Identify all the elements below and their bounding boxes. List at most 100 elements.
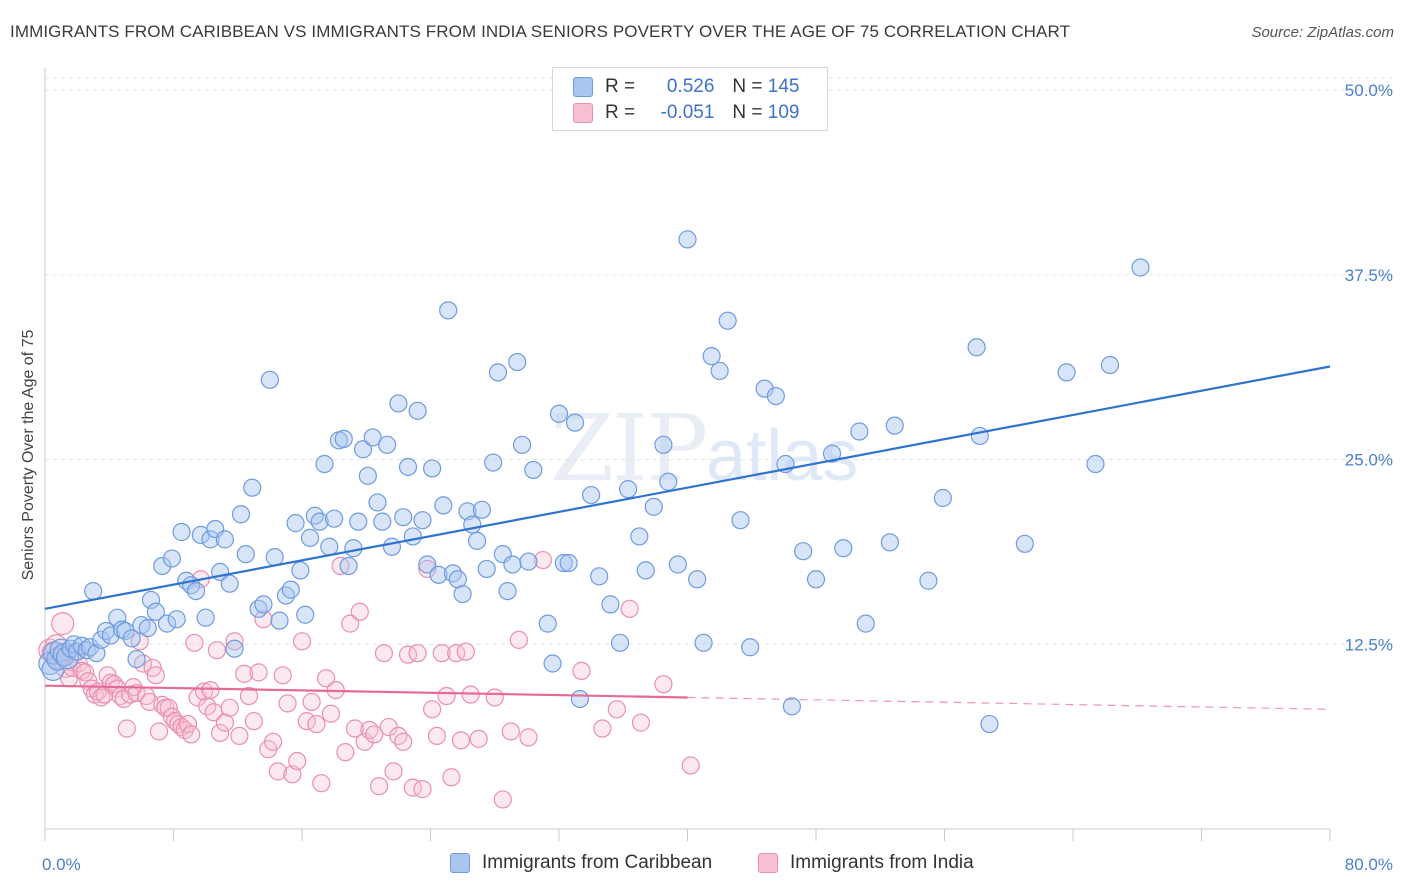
india-point bbox=[607, 700, 626, 719]
india-point bbox=[593, 719, 612, 738]
legend-swatch-india bbox=[573, 103, 593, 123]
caribbean-point bbox=[644, 497, 663, 516]
caribbean-point bbox=[822, 444, 842, 463]
caribbean-point bbox=[403, 527, 422, 546]
legend-n-value: 109 bbox=[767, 102, 800, 123]
caribbean-point bbox=[590, 567, 609, 586]
caribbean-point bbox=[325, 509, 344, 528]
x-tick-label-min: 0.0% bbox=[42, 855, 81, 874]
caribbean-point bbox=[378, 435, 397, 454]
legend-row-india: R = -0.051 N = 109 bbox=[573, 100, 799, 126]
caribbean-point bbox=[43, 641, 67, 665]
caribbean-point bbox=[141, 590, 161, 610]
caribbean-point bbox=[933, 488, 952, 508]
trend-line-caribbean bbox=[44, 365, 1331, 610]
y-tick-label: 25.0% bbox=[1345, 451, 1393, 470]
y-tick-label: 37.5% bbox=[1345, 266, 1393, 285]
caribbean-point bbox=[127, 649, 146, 669]
caribbean-point bbox=[276, 586, 296, 605]
caribbean-point bbox=[654, 435, 673, 454]
india-point bbox=[146, 666, 165, 685]
india-point bbox=[307, 714, 326, 734]
caribbean-point bbox=[806, 570, 826, 589]
caribbean-point bbox=[1086, 454, 1105, 474]
caribbean-point bbox=[315, 454, 334, 474]
caribbean-point bbox=[413, 511, 432, 530]
caribbean-point bbox=[146, 602, 165, 621]
india-point bbox=[456, 642, 475, 661]
caribbean-point bbox=[543, 654, 562, 673]
caribbean-point bbox=[196, 608, 215, 627]
caribbean-point bbox=[610, 633, 630, 652]
india-point bbox=[384, 762, 403, 781]
india-point bbox=[631, 713, 651, 732]
caribbean-point bbox=[270, 611, 289, 630]
legend-n-value: 145 bbox=[767, 76, 800, 97]
india-point bbox=[447, 644, 466, 663]
caribbean-point bbox=[519, 552, 538, 571]
caribbean-point bbox=[344, 539, 363, 558]
caribbean-point bbox=[856, 614, 875, 633]
trend-line-india bbox=[44, 684, 688, 699]
caribbean-point bbox=[265, 548, 284, 567]
caribbean-point bbox=[702, 347, 721, 366]
caribbean-point bbox=[418, 555, 437, 574]
caribbean-point bbox=[636, 561, 655, 580]
caribbean-point bbox=[236, 545, 255, 564]
caribbean-point bbox=[565, 413, 585, 432]
india-point bbox=[355, 732, 374, 751]
caribbean-point bbox=[429, 565, 448, 584]
india-point bbox=[225, 632, 244, 651]
caribbean-point bbox=[718, 311, 737, 330]
caribbean-point bbox=[358, 466, 377, 485]
legend-r-value: -0.051 bbox=[660, 102, 715, 123]
caribbean-point bbox=[101, 626, 120, 645]
india-point bbox=[345, 719, 365, 738]
caribbean-point bbox=[153, 556, 172, 576]
india-point bbox=[681, 756, 700, 775]
india-point bbox=[394, 732, 413, 751]
caribbean-point bbox=[731, 511, 750, 530]
legend-r-label: R = bbox=[605, 76, 636, 97]
caribbean-point bbox=[305, 506, 324, 525]
india-point bbox=[312, 774, 331, 793]
india-point bbox=[469, 729, 488, 748]
zipatlas-watermark: ZIPatlas bbox=[550, 395, 858, 502]
caribbean-point bbox=[116, 621, 135, 641]
caribbean-point bbox=[549, 404, 569, 423]
x-tick-label-max: 80.0% bbox=[1345, 855, 1393, 874]
caribbean-point bbox=[310, 512, 329, 531]
caribbean-point bbox=[363, 428, 382, 447]
caribbean-point bbox=[296, 605, 315, 624]
legend-n-label: N = bbox=[732, 102, 763, 123]
legend-r-value: 0.526 bbox=[666, 76, 715, 97]
caribbean-point bbox=[423, 459, 442, 478]
caribbean-point bbox=[766, 386, 785, 406]
caribbean-point bbox=[885, 416, 904, 435]
axis-layer bbox=[44, 68, 1330, 830]
india-point bbox=[235, 664, 254, 683]
caribbean-point bbox=[389, 394, 408, 413]
india-point bbox=[239, 686, 259, 706]
india-point bbox=[398, 645, 418, 664]
india-point bbox=[220, 698, 239, 717]
india-point bbox=[572, 661, 591, 680]
india-point bbox=[370, 777, 389, 796]
caribbean-point bbox=[353, 440, 373, 459]
caribbean-point bbox=[55, 645, 80, 670]
caribbean-point bbox=[231, 505, 251, 524]
caribbean-point bbox=[488, 363, 508, 382]
caribbean-point bbox=[503, 555, 522, 574]
caribbean-point bbox=[215, 530, 234, 549]
series-legend: Immigrants from Caribbean Immigrants fro… bbox=[0, 852, 1406, 878]
caribbean-point bbox=[443, 564, 463, 583]
caribbean-point bbox=[220, 574, 239, 593]
y-tick-label: 12.5% bbox=[1345, 635, 1393, 654]
caribbean-point bbox=[659, 472, 678, 491]
caribbean-point bbox=[291, 561, 310, 580]
india-point bbox=[207, 641, 226, 660]
caribbean-point bbox=[281, 580, 300, 599]
india-point bbox=[365, 725, 384, 744]
caribbean-points bbox=[38, 230, 1150, 734]
india-point bbox=[302, 692, 321, 712]
